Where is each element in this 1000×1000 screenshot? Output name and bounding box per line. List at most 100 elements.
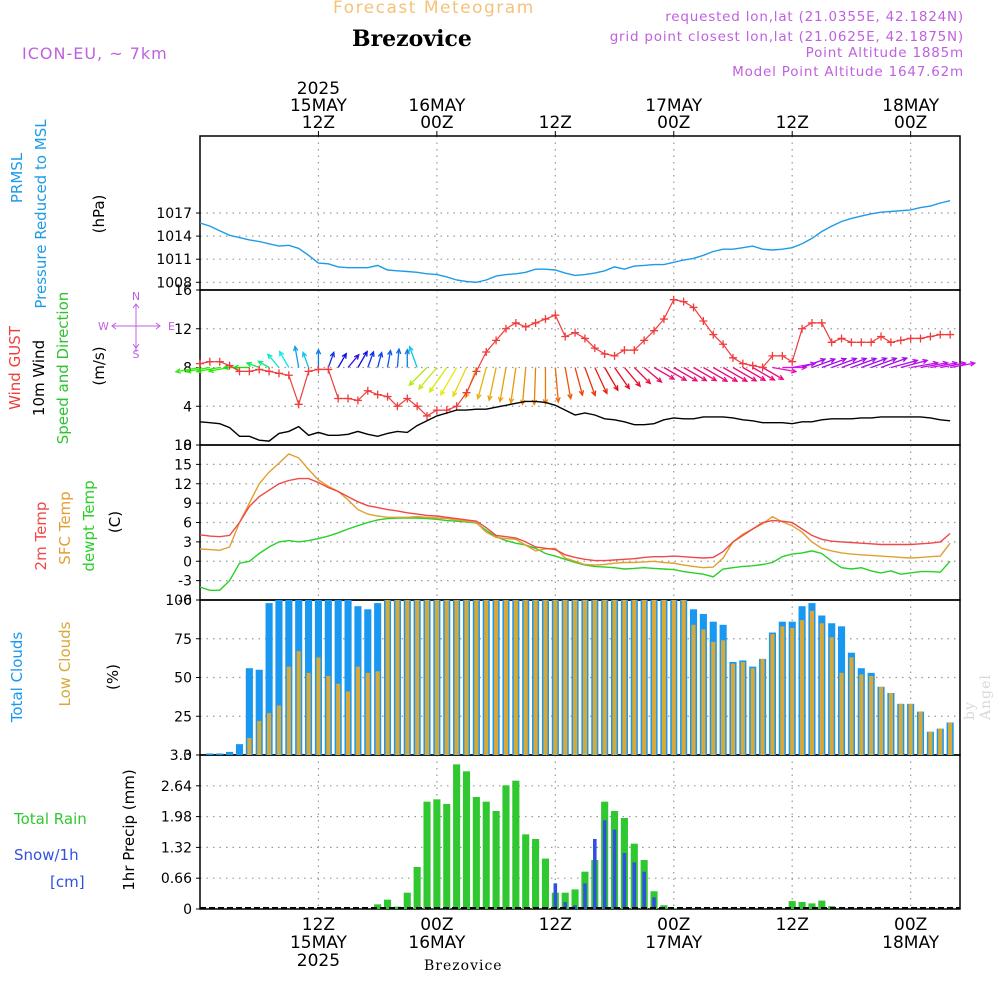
wind-direction-arrow-shaft: [653, 366, 675, 380]
wind-direction-arrow-head: [722, 376, 729, 382]
grid-point-coordinates: grid point closest lon,lat (21.0625E, 42…: [609, 29, 964, 45]
snow-bar: [553, 883, 558, 909]
wind-gust-marker: [531, 318, 540, 327]
low-cloud-bar: [474, 600, 479, 755]
top-axis-hour-label: 00Z: [420, 113, 453, 133]
temp-2m-axis-label: 2m Temp: [32, 502, 50, 571]
wind-direction-arrow-shaft: [890, 359, 918, 369]
wind-gust-marker: [807, 318, 816, 327]
wind-direction-arrow-shaft: [841, 357, 867, 369]
panel-frame: [199, 444, 961, 601]
rain-bar: [818, 900, 826, 909]
wind-gust-marker: [501, 324, 510, 333]
total-cloud-bar: [265, 603, 273, 755]
low-cloud-bar: [701, 629, 706, 755]
wind-direction-arrow-head: [613, 385, 619, 392]
low-cloud-bar: [790, 627, 795, 755]
wind-direction-arrow-shaft: [409, 346, 418, 368]
wind-direction-arrow-shaft: [386, 350, 392, 368]
low-cloud-bar: [878, 686, 884, 755]
wind-direction-arrow-shaft: [564, 367, 572, 399]
wind-direction-arrow-head: [681, 375, 688, 382]
wind-direction-arrow-head: [362, 350, 368, 357]
wind-direction-arrow-shaft: [633, 367, 651, 384]
wind-direction-arrow-shaft: [294, 346, 300, 368]
low-cloud-bar: [543, 600, 548, 755]
low-cloud-bar: [257, 720, 262, 755]
wind-direction-arrow-shaft: [910, 362, 938, 369]
model-name: ICON-EU, ~ 7km: [22, 44, 168, 63]
wind-direction-arrow-head: [741, 376, 749, 382]
bottom-axis-hour-label: 00Z: [894, 915, 927, 935]
wind-gust-marker: [728, 353, 737, 362]
signature-watermark: by Angel: [962, 660, 994, 740]
bottom-axis-hour-label: 00Z: [657, 915, 690, 935]
low-cloud-bar: [592, 600, 597, 755]
wind-gust-marker: [867, 338, 876, 347]
low-cloud-bar: [829, 637, 834, 755]
wind-gust-marker: [640, 336, 649, 345]
wind-gust-marker: [274, 369, 283, 378]
snow-bar: [632, 862, 637, 909]
rain-bar: [788, 901, 796, 909]
wind-direction-arrow-shaft: [510, 367, 517, 404]
bottom-axis-date-label: 17MAY: [645, 933, 703, 953]
wind-direction-arrow-shaft: [533, 367, 537, 405]
top-axis-date-label: 16MAY: [408, 96, 466, 116]
y-tick-label: 6: [183, 516, 192, 532]
wind-gust-marker: [353, 396, 362, 405]
wind-gust-marker: [324, 365, 333, 374]
y-tick-label: 2.64: [161, 779, 192, 795]
low-cloud-bar: [316, 657, 321, 755]
low-cloud-bar: [849, 657, 854, 755]
pressure-unit-label: (hPa): [90, 195, 108, 234]
wind-direction-arrow-head: [395, 347, 402, 355]
y-tick-label: 12: [174, 322, 192, 338]
signature-text: by Angel: [962, 674, 994, 720]
wind-direction-arrow-shaft: [554, 367, 559, 403]
wind-gust-marker: [521, 322, 530, 331]
low-cloud-bar: [869, 675, 874, 755]
wind-direction-arrow-shaft: [488, 367, 497, 401]
footer-location: Brezovice: [424, 958, 503, 974]
total-cloud-bar: [216, 753, 224, 755]
y-tick-label: 0: [183, 902, 192, 918]
bottom-axis-hour-label: 12Z: [776, 915, 809, 935]
wind-direction-arrow-head: [819, 358, 827, 364]
rain-bar: [383, 899, 392, 909]
wind-direction-arrow-head: [778, 374, 785, 381]
bottom-axis-hour-label: 12Z: [539, 915, 572, 935]
wind-gust-marker: [679, 297, 688, 306]
wind-gust-marker: [383, 392, 392, 401]
wind-gust-marker: [304, 367, 313, 376]
top-axis-hour-label: 12Z: [539, 113, 572, 133]
wind-direction-arrow-shaft: [772, 366, 797, 373]
y-tick-label: 9: [183, 496, 192, 512]
snow-bar: [602, 820, 607, 909]
wind-gust-marker: [571, 328, 580, 337]
y-tick-label: 18: [174, 438, 192, 454]
wind-direction-arrow-head: [207, 367, 215, 374]
low-clouds-axis-label: Low Clouds: [56, 621, 74, 706]
wind-direction-arrow-head: [440, 389, 446, 397]
wind-direction-arrow-shaft: [584, 367, 596, 396]
low-cloud-bar: [375, 671, 380, 755]
low-cloud-bar: [513, 600, 518, 755]
low-cloud-bar: [385, 600, 390, 755]
wind-direction-arrow-head: [353, 353, 360, 360]
low-cloud-bar: [938, 728, 943, 755]
wind-direction-arrow-head: [840, 357, 848, 363]
total-cloud-bar: [206, 753, 214, 755]
wind-gust-marker: [738, 359, 747, 368]
wind-direction-arrow-shaft: [703, 366, 728, 382]
wind-gust-marker: [827, 338, 836, 347]
wind-gust-marker: [906, 334, 915, 343]
wind-direction-arrow-head: [711, 376, 718, 382]
panel-frame: [199, 289, 961, 446]
low-cloud-bar: [691, 624, 696, 755]
surface-temp-line: [199, 453, 951, 569]
low-cloud-bar: [345, 691, 351, 755]
wind-gust-marker: [462, 388, 471, 397]
wind-direction-arrow-head: [635, 381, 642, 388]
rain-bar: [502, 785, 510, 909]
